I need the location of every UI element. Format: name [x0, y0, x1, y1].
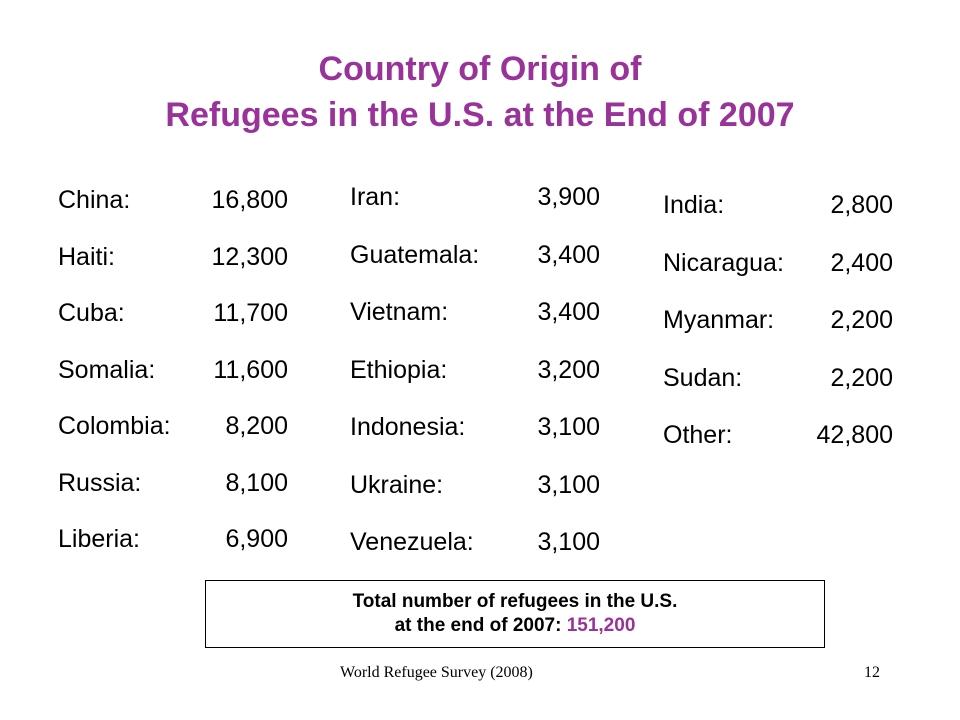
- refugee-count: 2,200: [830, 306, 893, 334]
- country-name: Cuba:: [58, 299, 125, 327]
- refugee-count: 3,100: [537, 528, 600, 556]
- total-prefix: at the end of 2007:: [394, 615, 562, 636]
- country-row: Cuba: 11,700: [58, 296, 288, 330]
- refugee-count: 8,100: [225, 468, 288, 497]
- title-line-2: Refugees in the U.S. at the End of 2007: [165, 96, 795, 134]
- refugee-count: 3,400: [537, 298, 600, 326]
- refugee-count: 2,200: [830, 363, 893, 392]
- country-row: Sudan: 2,200: [663, 361, 893, 395]
- country-row: Ethiopia: 3,200: [350, 353, 600, 387]
- country-row: India: 2,800: [663, 188, 893, 222]
- country-row: Indonesia: 3,100: [350, 410, 600, 444]
- refugee-count: 3,100: [537, 470, 600, 499]
- country-row: Other: 42,800: [663, 418, 893, 452]
- source-citation: World Refugee Survey (2008): [340, 664, 533, 681]
- country-name: Venezuela:: [350, 528, 474, 556]
- country-name: Other:: [663, 421, 733, 449]
- refugee-count: 3,400: [537, 240, 600, 269]
- country-name: Somalia:: [58, 355, 156, 384]
- total-line-2: at the end of 2007: 151,200: [206, 614, 824, 638]
- country-name: Indonesia:: [350, 413, 466, 441]
- refugee-count: 12,300: [211, 242, 288, 271]
- country-name: Guatemala:: [350, 240, 480, 269]
- country-name: Ethiopia:: [350, 355, 448, 384]
- refugee-count: 11,700: [213, 299, 288, 327]
- total-value: 151,200: [566, 615, 636, 636]
- country-row: Colombia: 8,200: [58, 409, 288, 443]
- total-line-1: Total number of refugees in the U.S.: [352, 591, 678, 612]
- country-row: Vietnam: 3,400: [350, 295, 600, 329]
- refugee-count: 8,200: [225, 412, 288, 440]
- refugee-count: 16,800: [211, 186, 288, 214]
- country-row: Ukraine: 3,100: [350, 468, 600, 502]
- refugee-count: 2,400: [830, 248, 893, 277]
- country-row: Venezuela: 3,100: [350, 525, 600, 559]
- title-line-1: Country of Origin of: [318, 50, 642, 88]
- refugee-count: 6,900: [225, 525, 288, 553]
- country-name: Iran:: [350, 183, 401, 211]
- country-name: Sudan:: [663, 363, 743, 392]
- country-name: Liberia:: [58, 525, 140, 553]
- country-row: Liberia: 6,900: [58, 522, 288, 556]
- country-row: China: 16,800: [58, 183, 288, 217]
- country-name: India:: [663, 191, 725, 219]
- refugee-count: 42,800: [816, 421, 893, 449]
- country-row: Iran: 3,900: [350, 180, 600, 214]
- total-refugees-box: Total number of refugees in the U.S. at …: [205, 580, 825, 648]
- country-row: Haiti: 12,300: [58, 240, 288, 274]
- country-name: Ukraine:: [350, 470, 444, 499]
- refugee-count: 3,100: [537, 413, 600, 441]
- slide-title: Country of Origin of Refugees in the U.S…: [0, 46, 960, 138]
- country-row: Guatemala: 3,400: [350, 238, 600, 272]
- refugee-count: 2,800: [830, 191, 893, 219]
- refugee-count: 11,600: [213, 355, 288, 384]
- country-name: Colombia:: [58, 412, 171, 440]
- page-number: 12: [864, 664, 880, 681]
- country-row: Nicaragua: 2,400: [663, 246, 893, 280]
- country-name: China:: [58, 186, 131, 214]
- country-name: Vietnam:: [350, 298, 449, 326]
- refugee-count: 3,900: [537, 183, 600, 211]
- country-name: Haiti:: [58, 242, 115, 271]
- country-name: Nicaragua:: [663, 248, 784, 277]
- country-row: Russia: 8,100: [58, 466, 288, 500]
- country-name: Myanmar:: [663, 306, 775, 334]
- country-row: Somalia: 11,600: [58, 353, 288, 387]
- country-name: Russia:: [58, 468, 142, 497]
- country-row: Myanmar: 2,200: [663, 303, 893, 337]
- refugee-count: 3,200: [537, 355, 600, 384]
